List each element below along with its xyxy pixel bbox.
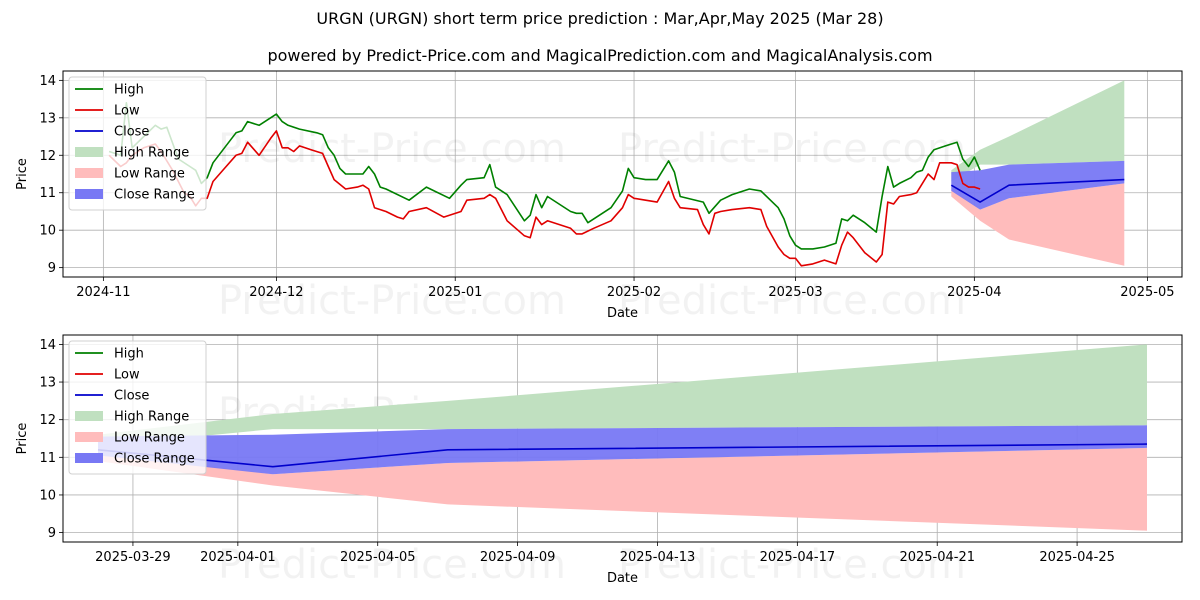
legend-label: High Range	[114, 410, 189, 425]
close-range-band	[98, 425, 1147, 475]
legend-label: Low	[114, 368, 140, 383]
y-tick-label: 9	[48, 526, 56, 541]
x-tick-label: 2025-04-17	[760, 550, 836, 565]
y-tick-label: 13	[39, 376, 56, 391]
y-axis-label: Price	[15, 158, 30, 190]
chart-title: URGN (URGN) short term price prediction …	[316, 9, 884, 28]
x-tick-label: 2025-03-29	[95, 550, 171, 565]
legend-swatch	[75, 411, 103, 421]
y-tick-label: 14	[39, 74, 56, 89]
close-range-band	[951, 160, 1125, 210]
x-axis-label: Date	[607, 571, 638, 586]
legend-swatch	[75, 432, 103, 442]
watermark: Predict-Price.com	[218, 542, 566, 588]
legend-box	[68, 340, 207, 475]
x-tick-label: 2025-04	[947, 285, 1001, 300]
high-range-band	[98, 344, 1147, 446]
x-tick-label: 2025-04-25	[1039, 550, 1115, 565]
y-tick-label: 10	[39, 224, 56, 239]
legend-label: Close	[114, 125, 149, 140]
x-tick-label: 2025-02	[607, 285, 661, 300]
legend-swatch	[75, 168, 103, 178]
legend: High Low Close High Range Low Range Close Ran…	[68, 340, 207, 475]
plot-frame	[62, 334, 1183, 543]
x-tick-label: 2024-11	[76, 285, 130, 300]
legend-label: Low Range	[114, 431, 185, 446]
watermark: Predict-Price.com	[218, 126, 566, 172]
y-tick-label: 11	[39, 451, 56, 466]
chart-panel-1: Predict-Price.com Predict-Price.com Predic…	[15, 70, 1183, 324]
x-tick-label: 2025-01	[428, 285, 482, 300]
low-range-band	[98, 447, 1147, 531]
y-tick-label: 12	[39, 149, 56, 164]
close-line	[950, 178, 1125, 203]
y-tick-label: 14	[39, 338, 56, 353]
legend-label: Low	[114, 104, 140, 119]
x-tick-label: 2025-04-21	[899, 550, 975, 565]
chart-panel-2: Predict-Price.comPredict-Price.comPredic…	[15, 334, 1183, 588]
legend-label: Close Range	[114, 452, 195, 467]
watermark: Predict-Price.com	[618, 126, 966, 172]
x-tick-label: 2025-05	[1120, 285, 1174, 300]
y-tick-label: 10	[39, 488, 56, 503]
y-tick-label: 11	[39, 186, 56, 201]
legend-label: Close Range	[114, 188, 195, 203]
x-tick-label: 2025-04-09	[480, 550, 556, 565]
legend-label: High Range	[114, 146, 189, 161]
x-tick-label: 2025-04-13	[620, 550, 696, 565]
y-axis-label: Price	[15, 423, 30, 455]
high-range-band	[951, 80, 1125, 182]
x-tick-label: 2025-03	[768, 285, 822, 300]
legend-label: Low Range	[114, 167, 185, 182]
y-tick-label: 13	[39, 111, 56, 126]
legend-label: Close	[114, 389, 149, 404]
watermark: Predict-Price.com	[218, 278, 566, 324]
plot-frame	[62, 70, 1183, 278]
x-tick-label: 2024-12	[249, 285, 303, 300]
watermark: Predict-Price.com	[618, 278, 966, 324]
low-line	[108, 130, 981, 267]
high-line	[108, 102, 981, 250]
x-axis-label: Date	[607, 306, 638, 321]
legend-swatch	[75, 147, 103, 157]
legend-swatch	[75, 453, 103, 463]
watermark: Predict-Price.com	[618, 542, 966, 588]
x-tick-label: 2025-04-05	[340, 550, 416, 565]
legend-box	[68, 76, 207, 211]
x-tick-label: 2025-04-01	[200, 550, 276, 565]
chart-subtitle: powered by Predict-Price.com and Magical…	[267, 46, 933, 65]
low-range-band	[951, 183, 1125, 266]
legend-swatch	[75, 189, 103, 199]
y-tick-label: 9	[48, 261, 56, 276]
y-tick-label: 12	[39, 413, 56, 428]
legend-label: High	[114, 83, 144, 98]
legend: High Low Close High Range Low Range Close Ran…	[68, 76, 207, 211]
legend-label: High	[114, 347, 144, 362]
